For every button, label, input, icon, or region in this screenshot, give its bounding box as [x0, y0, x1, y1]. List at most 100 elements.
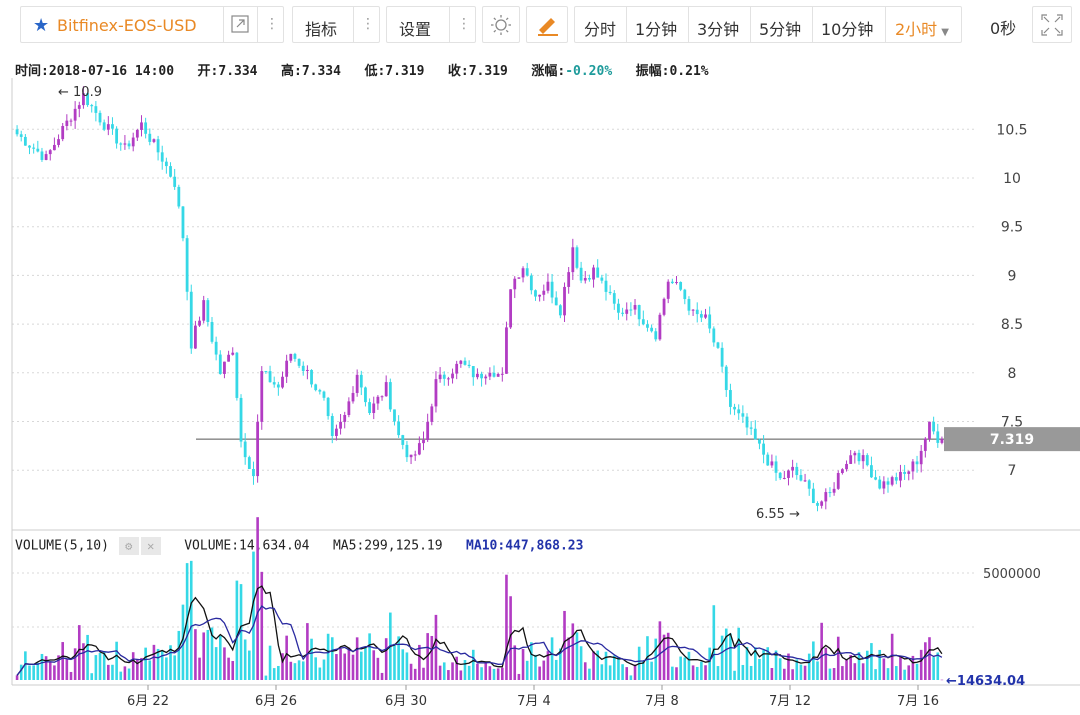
- candle-body: [699, 314, 703, 318]
- volume-bar: [612, 655, 616, 680]
- volume-bar: [787, 653, 790, 680]
- theme-toggle[interactable]: [482, 6, 520, 43]
- period-tab[interactable]: 10分钟: [821, 20, 874, 39]
- volume-bar: [861, 663, 865, 680]
- volume-bar: [637, 646, 641, 680]
- volume-settings-icon[interactable]: ⚙: [118, 537, 139, 555]
- volume-bar: [384, 638, 388, 680]
- volume-bar: [401, 649, 405, 680]
- volume-bar: [886, 668, 890, 680]
- candle-body: [558, 305, 562, 316]
- volume-bar: [521, 648, 525, 680]
- candle-body: [629, 309, 633, 311]
- candle-body: [359, 374, 363, 388]
- candle-body: [247, 457, 251, 469]
- close-label: 收:: [447, 64, 469, 79]
- ma5-label: MA5:: [332, 538, 365, 554]
- candle-body: [774, 461, 778, 473]
- change-value: -0.20%: [565, 64, 613, 79]
- candle-body: [567, 272, 571, 287]
- candle-body: [670, 281, 674, 284]
- volume-bar: [281, 653, 284, 680]
- period-tab[interactable]: 5分钟: [759, 20, 802, 39]
- draw-tool-button[interactable]: [526, 6, 568, 43]
- candle-body: [322, 391, 326, 398]
- candle-body: [770, 461, 774, 466]
- volume-bar: [683, 657, 687, 680]
- candle-body: [65, 120, 69, 127]
- volume-bar: [434, 614, 438, 680]
- candle-body: [214, 341, 218, 355]
- candle-body: [882, 481, 886, 489]
- volume-bar: [563, 610, 566, 680]
- candle-body: [691, 309, 695, 311]
- volume-bar: [571, 623, 575, 680]
- candle-body: [687, 299, 691, 311]
- volume-bar: [144, 647, 147, 680]
- candle-body: [115, 128, 119, 144]
- candle-body: [119, 143, 123, 145]
- period-tab[interactable]: 分时: [584, 20, 617, 39]
- popout-icon[interactable]: [231, 15, 249, 37]
- indicators-menu-icon[interactable]: ⋮: [361, 16, 375, 32]
- fullscreen-icon: [1041, 14, 1063, 40]
- volume-bar: [351, 654, 355, 680]
- volume-bar: [857, 652, 861, 680]
- symbol-selector[interactable]: ★ Bitfinex-EOS-USD ⋮: [20, 6, 284, 43]
- volume-bar: [111, 664, 114, 680]
- volume-bar: [430, 635, 434, 680]
- candle-body: [820, 501, 824, 506]
- volume-bar: [559, 648, 562, 680]
- min-price-annotation: 6.55 →: [756, 507, 800, 522]
- volume-bar: [206, 629, 210, 680]
- fullscreen-button[interactable]: [1032, 6, 1072, 43]
- volume-bar: [513, 645, 517, 680]
- candle-body: [463, 360, 467, 365]
- candle-body: [380, 396, 384, 398]
- candle-body: [40, 151, 44, 160]
- candle-body: [741, 413, 745, 417]
- volume-bar: [40, 653, 44, 680]
- candle-body: [588, 278, 591, 280]
- candle-body: [940, 439, 944, 443]
- settings-button[interactable]: 设置 ⋮: [386, 6, 476, 43]
- volume-bar: [753, 647, 757, 680]
- indicators-button[interactable]: 指标 ⋮: [292, 6, 380, 43]
- volume-bar: [762, 650, 765, 680]
- candle-body: [521, 268, 525, 278]
- volume-title: VOLUME(5,10): [15, 538, 109, 554]
- volume-bar: [69, 671, 73, 680]
- volume-bar: [600, 664, 604, 680]
- candle-body: [123, 143, 127, 145]
- volume-bar: [538, 666, 541, 680]
- candle-body: [903, 471, 907, 474]
- volume-bar: [778, 658, 782, 680]
- ma10-line: [16, 605, 943, 676]
- volume-bar: [227, 657, 230, 680]
- settings-menu-icon[interactable]: ⋮: [457, 16, 471, 32]
- candle-body: [293, 353, 297, 359]
- settings-label: 设置: [399, 20, 432, 39]
- period-tab[interactable]: 3分钟: [697, 20, 740, 39]
- candle-body: [758, 439, 761, 444]
- volume-bar: [285, 635, 288, 680]
- volume-value: 14,634.04: [239, 538, 310, 554]
- candle-body: [737, 409, 741, 414]
- volume-bar: [803, 665, 807, 680]
- volume-close-icon[interactable]: ✕: [140, 537, 161, 555]
- candle-body: [252, 468, 255, 477]
- volume-bar: [654, 638, 658, 680]
- candle-body: [625, 309, 629, 314]
- volume-bar: [729, 633, 732, 680]
- volume-bar: [911, 655, 915, 680]
- volume-bar: [903, 669, 906, 680]
- volume-bar: [90, 673, 94, 680]
- volume-bar: [890, 633, 894, 680]
- period-tab[interactable]: 1分钟: [635, 20, 678, 39]
- candle-body: [500, 373, 504, 375]
- symbol-menu-icon[interactable]: ⋮: [265, 16, 279, 32]
- volume-bar: [102, 652, 106, 680]
- volume-bar: [517, 673, 521, 680]
- period-tab-active[interactable]: 2小时 ▼: [895, 20, 949, 39]
- star-icon[interactable]: ★: [33, 15, 50, 36]
